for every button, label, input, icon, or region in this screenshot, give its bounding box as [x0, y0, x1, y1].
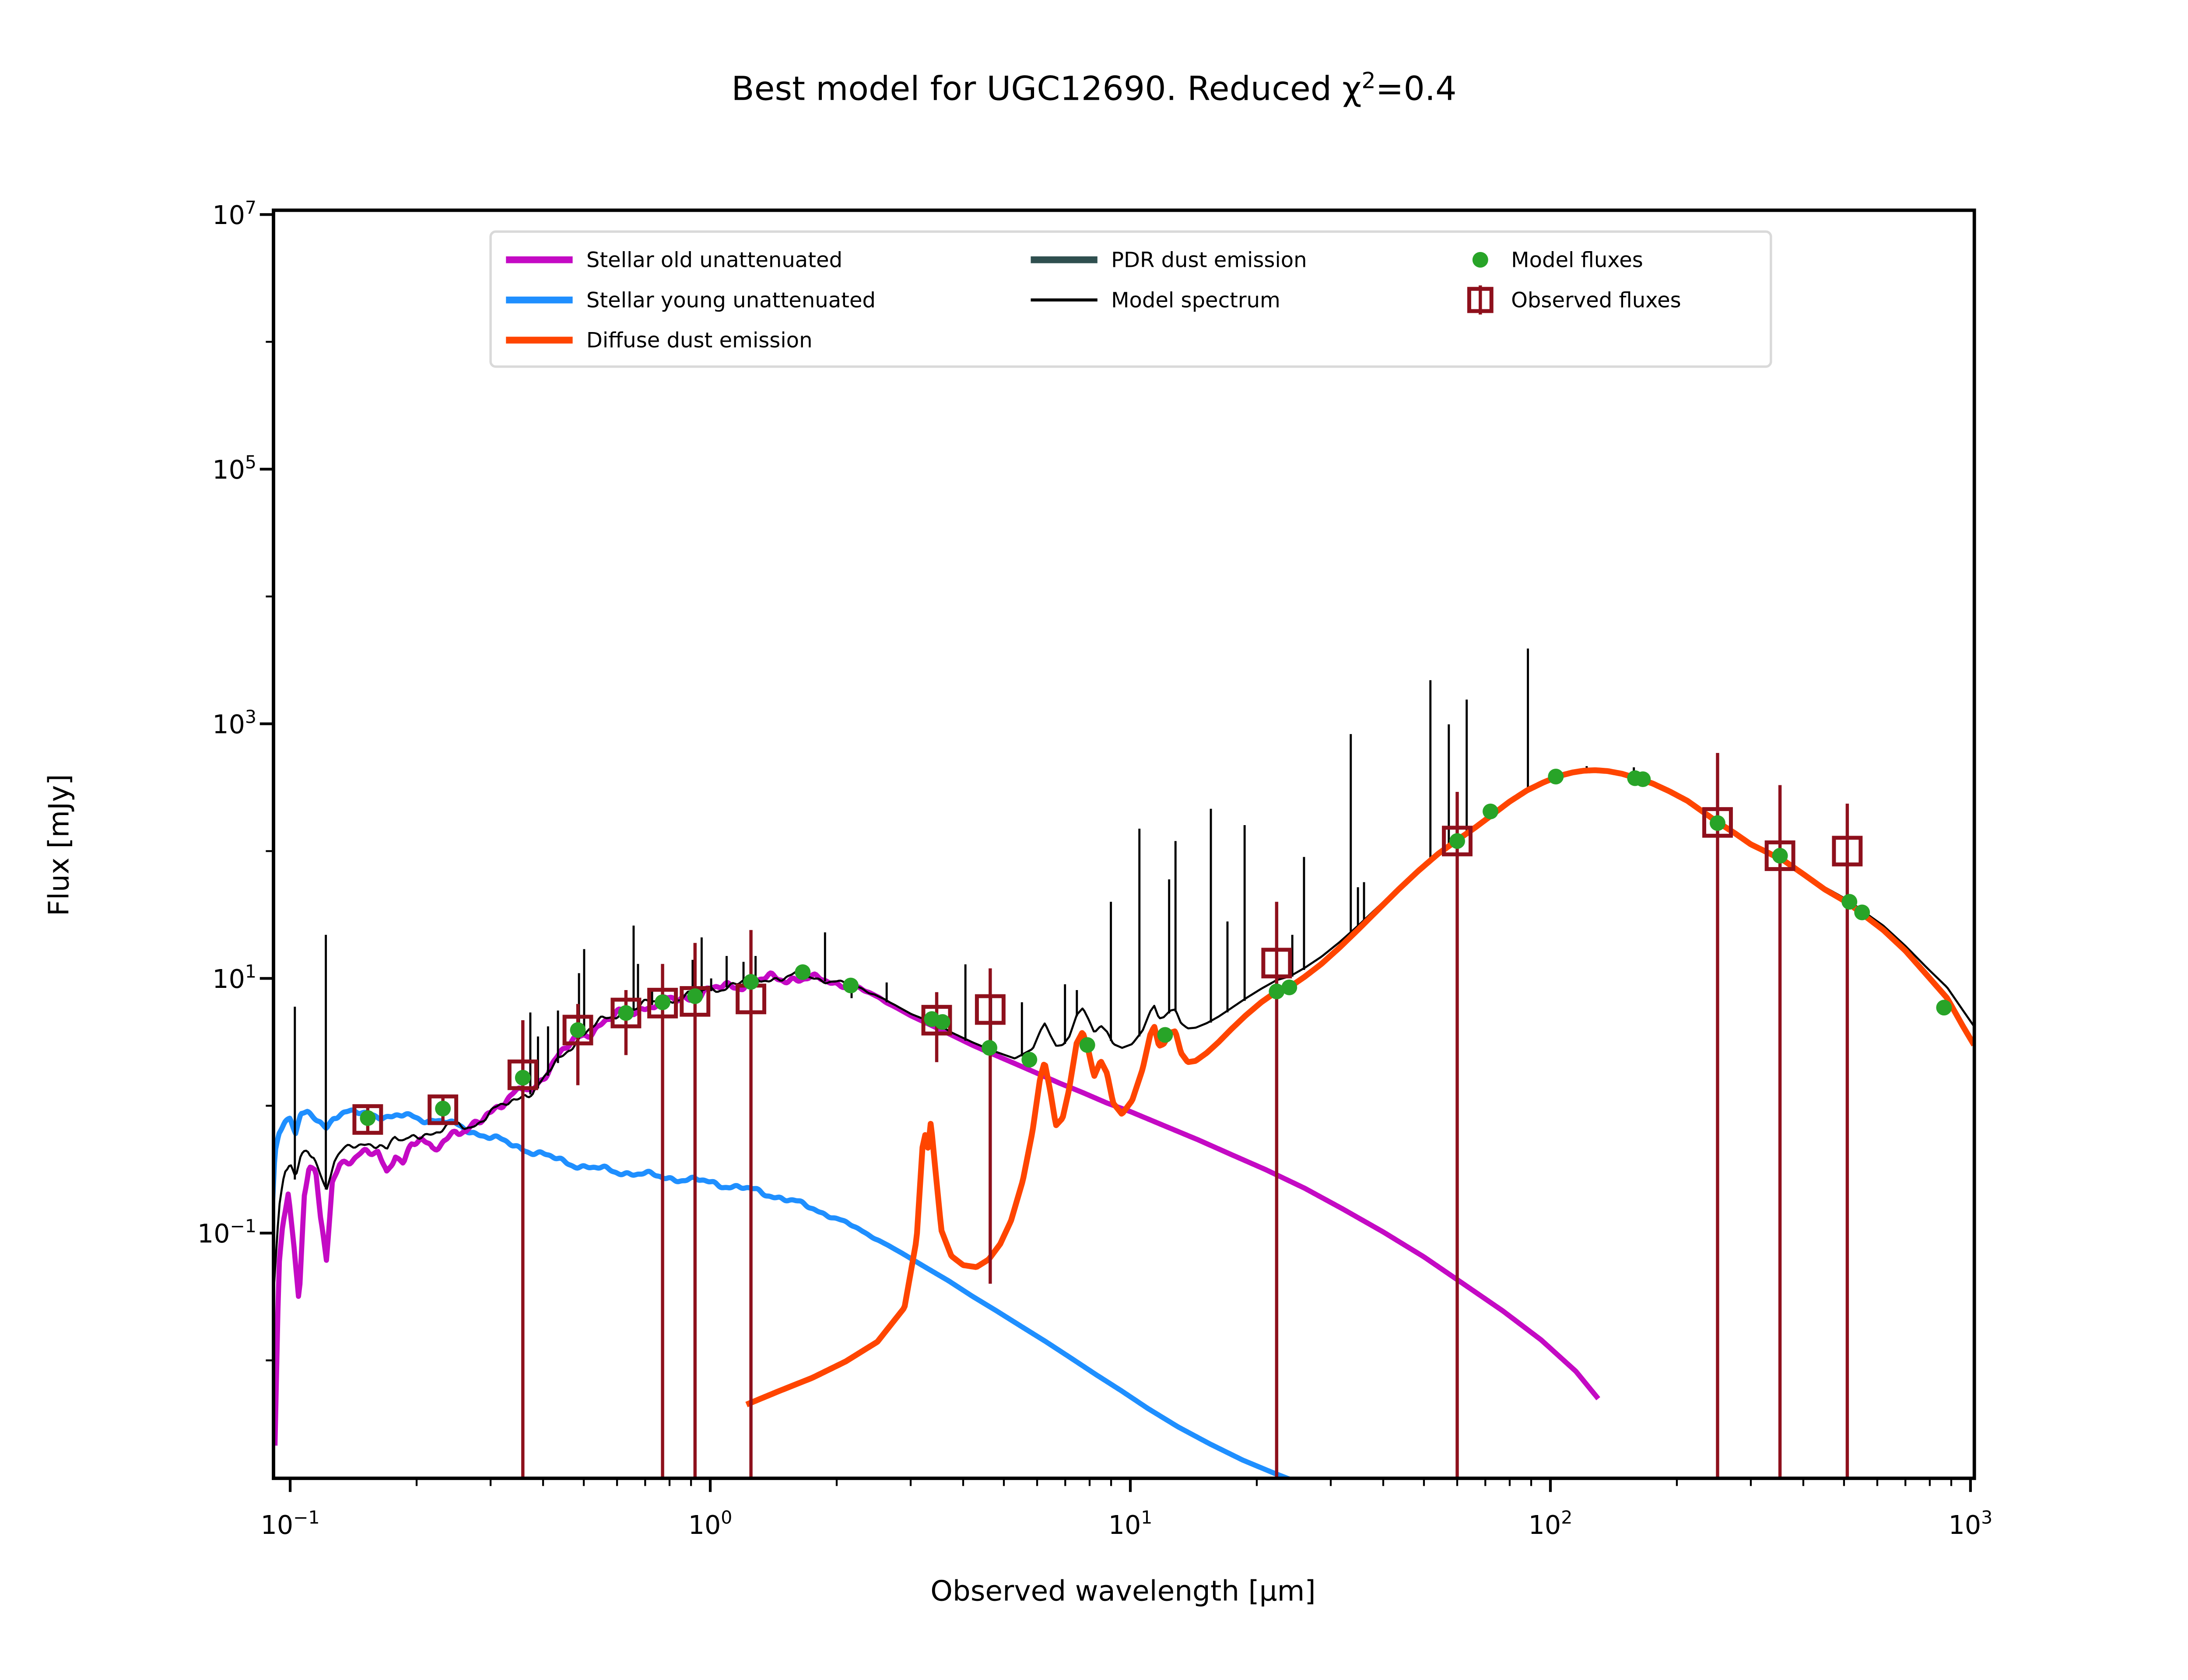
y-tick-label: 101	[212, 961, 256, 994]
legend-item-label: Model spectrum	[1111, 288, 1280, 312]
model-flux-marker	[1079, 1037, 1095, 1053]
observed-flux-marker	[507, 1059, 538, 1090]
plot-markers	[352, 753, 1952, 1478]
y-tick-label: 103	[212, 706, 256, 739]
legend-model-flux-marker	[1472, 252, 1488, 268]
observed-flux-marker	[1832, 836, 1863, 867]
axes: 10−1 100 101 102 103 107 105 103 101 10−1	[197, 197, 1992, 1540]
legend-item-label: Observed fluxes	[1511, 288, 1681, 312]
model-flux-marker	[934, 1014, 950, 1030]
observed-flux-marker	[1702, 807, 1733, 838]
legend-observed-flux-marker	[1467, 287, 1494, 313]
chart-title: Best model for UGC12690. Reduced χ2=0.4	[731, 67, 1456, 108]
model-flux-marker	[1269, 984, 1285, 1000]
x-tick-label: 100	[688, 1507, 733, 1540]
legend-item-label: Model fluxes	[1511, 248, 1643, 273]
model-flux-marker	[1710, 815, 1725, 831]
model-flux-marker	[1936, 1000, 1952, 1016]
model-flux-marker	[1635, 771, 1651, 788]
model-flux-marker	[360, 1110, 376, 1126]
model-flux-marker	[515, 1070, 531, 1086]
model-flux-marker	[1548, 769, 1564, 784]
model-flux-marker	[743, 974, 759, 990]
observed-flux-marker	[1442, 826, 1473, 857]
model-flux-marker	[655, 994, 671, 1010]
observed-flux-marker	[352, 1104, 383, 1135]
model-flux-marker	[1021, 1052, 1038, 1068]
x-axis-label: Observed wavelength [μm]	[930, 1575, 1315, 1607]
x-tick-label: 102	[1529, 1507, 1573, 1540]
model-flux-marker	[1841, 894, 1858, 910]
legend-item-label: PDR dust emission	[1111, 248, 1307, 273]
observed-flux-marker	[1261, 948, 1292, 979]
observed-flux-marker	[428, 1094, 459, 1125]
x-tick-label: 103	[1949, 1507, 1993, 1540]
observed-flux-marker	[975, 994, 1006, 1025]
model-flux-marker	[570, 1022, 586, 1038]
y-tick-label: 10−1	[197, 1215, 256, 1248]
legend-box	[489, 230, 1772, 368]
model-flux-marker	[687, 988, 703, 1004]
model-flux-marker	[1483, 803, 1498, 819]
model-flux-marker	[1449, 833, 1465, 849]
y-tick-label: 107	[212, 197, 256, 230]
model-flux-marker	[618, 1005, 634, 1021]
x-tick-label: 10−1	[261, 1507, 320, 1540]
legend-item-label: Stellar old unattenuated	[586, 248, 842, 273]
model-flux-marker	[1854, 904, 1870, 920]
x-tick-label: 101	[1108, 1507, 1153, 1540]
model-flux-marker	[1772, 847, 1788, 864]
legend-item-label: Diffuse dust emission	[586, 328, 813, 353]
y-tick-label: 105	[212, 452, 256, 484]
series-line-diffuse-dust-emission	[745, 767, 1974, 1407]
plot-frame	[272, 208, 1976, 1480]
model-flux-marker	[435, 1100, 451, 1116]
model-flux-marker	[1281, 979, 1297, 995]
model-flux-marker	[795, 964, 811, 980]
y-axis-label: Flux [mJy]	[42, 774, 75, 916]
observed-flux-marker	[680, 986, 711, 1017]
observed-flux-marker	[647, 987, 678, 1018]
legend: Stellar old unattenuated Stellar young un…	[489, 230, 1772, 368]
model-flux-marker	[843, 977, 859, 994]
observed-flux-marker	[1764, 840, 1795, 871]
observed-flux-marker	[610, 998, 642, 1029]
legend-item-label: Stellar young unattenuated	[586, 288, 876, 312]
model-flux-marker	[982, 1040, 998, 1056]
observed-flux-marker	[562, 1015, 593, 1046]
model-flux-marker	[1157, 1027, 1173, 1043]
